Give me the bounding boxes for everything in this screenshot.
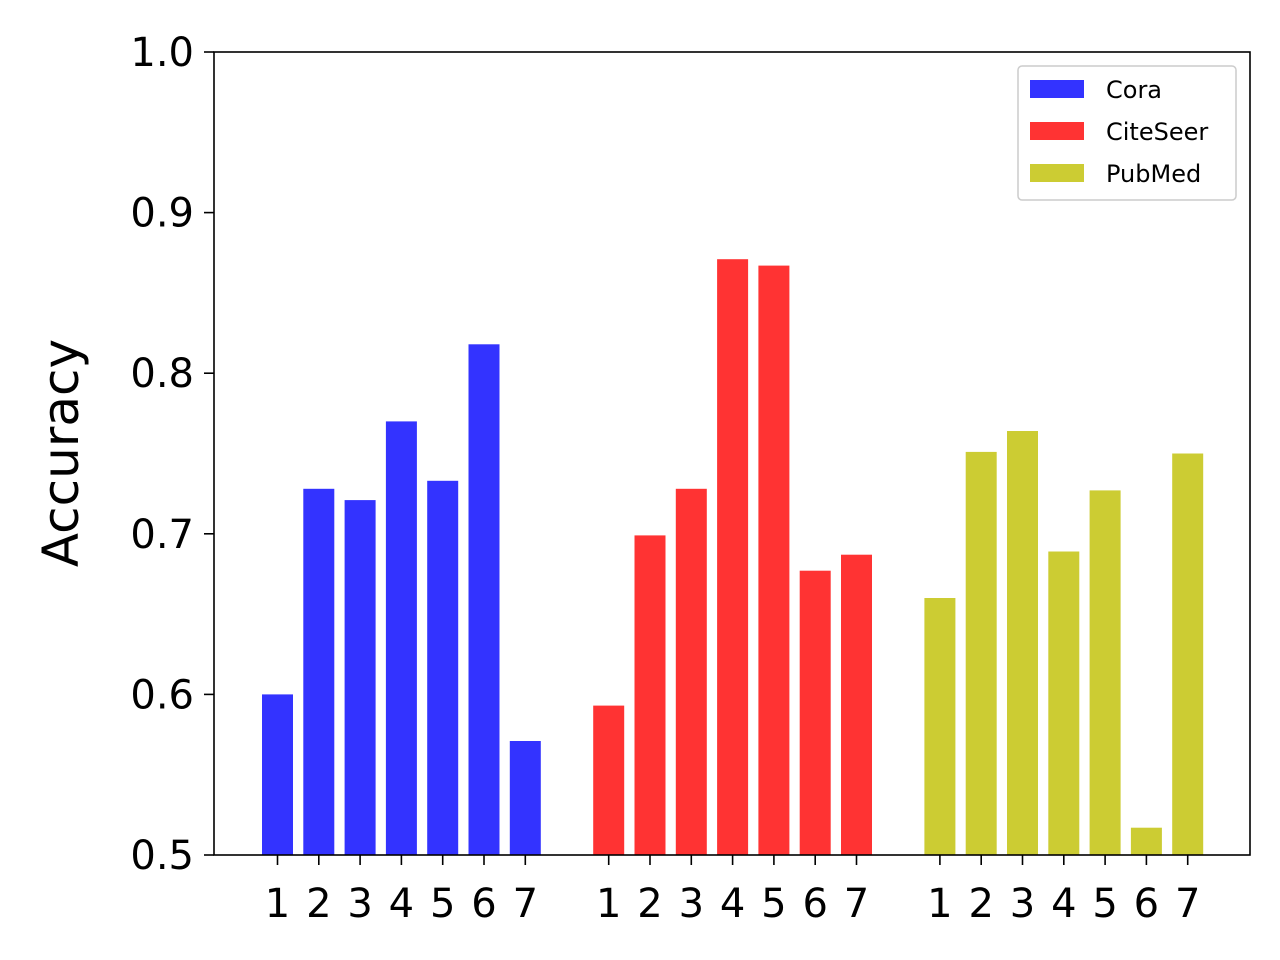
x-tick-label: 6	[1134, 881, 1159, 927]
x-tick-label: 3	[679, 881, 704, 927]
bar-cora-5	[427, 480, 459, 855]
legend-label-citeseer: CiteSeer	[1106, 118, 1208, 146]
bar-citeseer-4	[717, 259, 749, 855]
legend-swatch-citeseer	[1030, 122, 1084, 140]
bar-cora-7	[509, 741, 541, 855]
y-axis: 0.5 0.6 0.7 0.8 0.9 1.0	[130, 30, 214, 879]
y-tick-label: 0.6	[130, 672, 194, 718]
bar-pubmed-1	[924, 598, 956, 855]
x-tick-label: 6	[471, 881, 496, 927]
bar-cora-2	[303, 488, 335, 855]
bar-citeseer-1	[593, 705, 625, 855]
x-tick-label: 3	[1010, 881, 1035, 927]
x-tick-label: 1	[927, 881, 952, 927]
y-tick-label: 0.5	[130, 833, 194, 879]
y-tick-label: 0.9	[130, 191, 194, 237]
y-tick-label: 0.7	[130, 512, 194, 558]
legend-swatch-cora	[1030, 80, 1084, 98]
x-tick-label: 4	[389, 881, 414, 927]
y-tick-label: 1.0	[130, 30, 194, 76]
x-tick-label: 5	[1092, 881, 1117, 927]
x-tick-label: 7	[1175, 881, 1200, 927]
bar-pubmed-6	[1130, 827, 1162, 855]
bar-cora-6	[468, 344, 500, 855]
legend-label-pubmed: PubMed	[1106, 160, 1201, 188]
bars-layer	[262, 259, 1204, 856]
x-tick-label: 7	[513, 881, 538, 927]
y-axis-label: Accuracy	[32, 339, 90, 567]
x-tick-label: 2	[637, 881, 662, 927]
legend: Cora CiteSeer PubMed	[1017, 65, 1237, 201]
x-tick-label: 4	[1051, 881, 1076, 927]
bar-pubmed-5	[1089, 490, 1121, 855]
x-tick-label: 4	[720, 881, 745, 927]
bar-citeseer-7	[841, 554, 872, 855]
bar-pubmed-2	[965, 451, 997, 855]
bar-citeseer-6	[799, 570, 831, 855]
x-tick-label: 3	[347, 881, 372, 927]
x-tick-label: 5	[761, 881, 786, 927]
x-tick-label: 7	[844, 881, 869, 927]
x-tick-label: 1	[265, 881, 290, 927]
x-tick-label: 6	[802, 881, 827, 927]
y-tick-label: 0.8	[130, 351, 194, 397]
bar-cora-3	[344, 500, 376, 855]
x-tick-label: 2	[306, 881, 331, 927]
bar-cora-4	[385, 421, 417, 855]
x-tick-label: 5	[430, 881, 455, 927]
bar-cora-1	[262, 694, 293, 855]
legend-swatch-pubmed	[1030, 164, 1084, 182]
bar-citeseer-3	[675, 488, 707, 855]
legend-label-cora: Cora	[1106, 76, 1162, 104]
bar-pubmed-7	[1172, 453, 1204, 855]
bar-pubmed-3	[1007, 431, 1038, 855]
bar-citeseer-2	[634, 535, 666, 855]
x-tick-label: 1	[596, 881, 621, 927]
bar-citeseer-5	[758, 265, 790, 856]
x-tick-label: 2	[968, 881, 993, 927]
bar-pubmed-4	[1048, 551, 1080, 855]
